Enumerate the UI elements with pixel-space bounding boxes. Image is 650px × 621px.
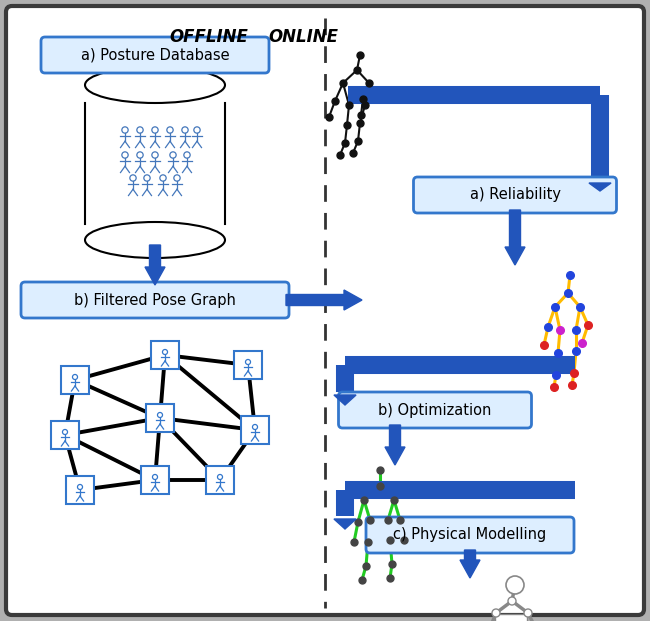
FancyBboxPatch shape <box>495 614 527 621</box>
Polygon shape <box>85 94 225 240</box>
FancyBboxPatch shape <box>206 466 234 494</box>
Text: a) Reliability: a) Reliability <box>469 188 560 202</box>
Polygon shape <box>460 550 480 578</box>
FancyBboxPatch shape <box>151 341 179 369</box>
FancyBboxPatch shape <box>141 466 169 494</box>
FancyBboxPatch shape <box>41 37 269 73</box>
Text: OFFLINE: OFFLINE <box>169 28 248 46</box>
Polygon shape <box>334 395 356 405</box>
Circle shape <box>506 576 524 594</box>
FancyBboxPatch shape <box>146 404 174 432</box>
Circle shape <box>524 609 532 617</box>
Polygon shape <box>505 210 525 265</box>
Text: ONLINE: ONLINE <box>268 28 338 46</box>
FancyBboxPatch shape <box>21 282 289 318</box>
Text: a) Posture Database: a) Posture Database <box>81 47 229 63</box>
Polygon shape <box>385 425 405 465</box>
FancyBboxPatch shape <box>61 366 89 394</box>
FancyBboxPatch shape <box>66 476 94 504</box>
Text: c) Physical Modelling: c) Physical Modelling <box>393 527 547 543</box>
Polygon shape <box>334 519 356 529</box>
Text: b) Optimization: b) Optimization <box>378 402 491 417</box>
Ellipse shape <box>85 222 225 258</box>
Circle shape <box>508 597 516 605</box>
FancyBboxPatch shape <box>339 392 532 428</box>
FancyBboxPatch shape <box>413 177 616 213</box>
FancyBboxPatch shape <box>51 421 79 449</box>
Ellipse shape <box>85 67 225 103</box>
FancyBboxPatch shape <box>6 6 644 615</box>
Polygon shape <box>589 183 611 191</box>
Text: b) Filtered Pose Graph: b) Filtered Pose Graph <box>74 292 236 307</box>
Polygon shape <box>286 290 362 310</box>
FancyBboxPatch shape <box>241 416 269 444</box>
Circle shape <box>492 609 500 617</box>
FancyBboxPatch shape <box>234 351 262 379</box>
FancyBboxPatch shape <box>366 517 574 553</box>
Polygon shape <box>145 245 165 285</box>
